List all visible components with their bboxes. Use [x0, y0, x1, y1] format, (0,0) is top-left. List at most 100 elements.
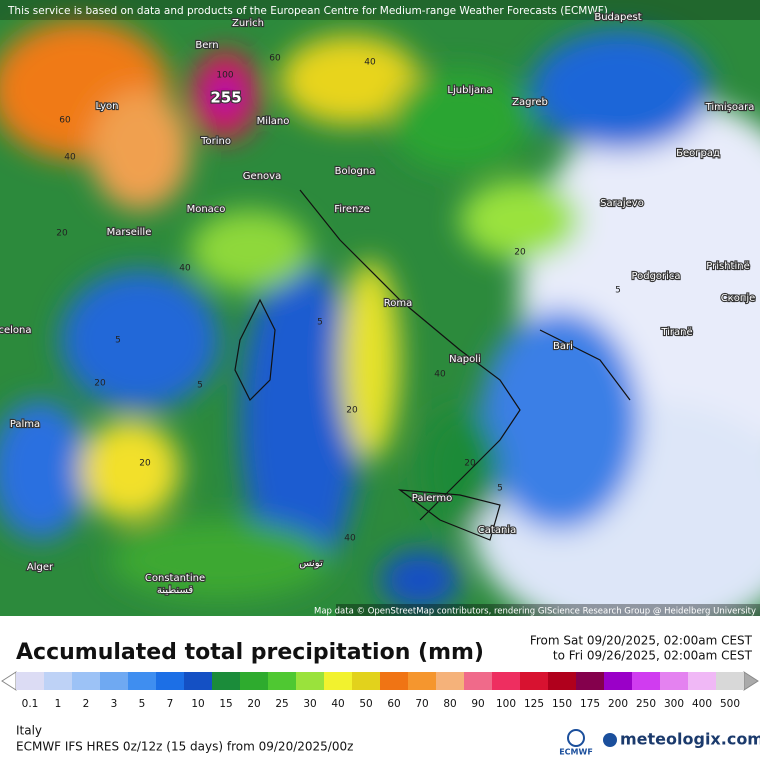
colorbar-swatch [352, 672, 380, 690]
city-label: تونس [299, 558, 323, 569]
city-label: Bari [553, 341, 573, 352]
title: Accumulated total precipitation (mm) [16, 640, 484, 665]
colorbar-label: 50 [359, 698, 372, 710]
contour-label: 60 [269, 54, 281, 64]
city-label: Ljubljana [447, 85, 492, 96]
colorbar-label: 15 [219, 698, 232, 710]
city-label: Torino [200, 136, 231, 147]
city-label: Marseille [107, 227, 152, 238]
city-label: Zurich [232, 18, 264, 29]
contour-label: 60 [59, 116, 71, 126]
city-label: Tiranë [660, 327, 692, 338]
colorbar-swatch [324, 672, 352, 690]
colorbar-label: 2 [83, 698, 90, 710]
colorbar-label: 500 [720, 698, 740, 710]
contour-label: 20 [56, 229, 68, 239]
colorbar-label: 60 [387, 698, 400, 710]
city-label: Palermo [412, 493, 452, 504]
city-label: celona [0, 325, 32, 336]
colorbar-label: 200 [608, 698, 628, 710]
contour-label: 40 [64, 153, 76, 163]
colorbar-label: 80 [443, 698, 456, 710]
colorbar-end [743, 671, 759, 691]
colorbar-label: 1 [55, 698, 62, 710]
site-logo[interactable]: meteologix.com [620, 730, 760, 749]
contour-label: 20 [346, 406, 358, 416]
contour-label: 5 [615, 286, 621, 296]
period-to: to Fri 09/26/2025, 02:00am CEST [553, 649, 753, 663]
contour-label: 20 [94, 379, 106, 389]
city-label: Bologna [335, 166, 376, 177]
colorbar-swatch [128, 672, 156, 690]
banner: This service is based on data and produc… [7, 5, 608, 17]
contour-label: 5 [197, 381, 203, 391]
city-label: Genova [243, 171, 281, 182]
city-label: قسنطينة [157, 585, 194, 596]
colorbar-label: 30 [303, 698, 316, 710]
colorbar-swatch [436, 672, 464, 690]
city-label: Timișoara [705, 102, 755, 113]
colorbar-label: 100 [496, 698, 516, 710]
city-label: Скопје [721, 292, 756, 304]
colorbar-swatch [604, 672, 632, 690]
contour-label: 40 [364, 58, 376, 68]
colorbar-swatch [296, 672, 324, 690]
city-label: Constantine [145, 573, 205, 584]
colorbar-label: 0.1 [22, 698, 39, 710]
contour-label: 40 [344, 534, 356, 544]
attribution: Map data © OpenStreetMap contributors, r… [314, 607, 756, 617]
colorbar-label: 25 [275, 698, 288, 710]
period-from: From Sat 09/20/2025, 02:00am CEST [530, 634, 753, 648]
colorbar-start [1, 671, 17, 691]
contour-label: 100 [216, 71, 233, 81]
city-label: Alger [27, 562, 54, 573]
colorbar-swatch [716, 672, 744, 690]
colorbar-label: 10 [191, 698, 204, 710]
city-label: Podgorica [631, 271, 680, 282]
map: This service is based on data and produc… [0, 0, 760, 617]
contour-label: 5 [115, 336, 121, 346]
city-label: Bern [195, 40, 218, 51]
site-icon[interactable] [603, 733, 617, 747]
colorbar-label: 150 [552, 698, 572, 710]
contour-label: 255 [210, 89, 241, 107]
contour-label: 20 [464, 459, 476, 469]
colorbar-label: 70 [415, 698, 428, 710]
city-label: Firenze [334, 204, 370, 215]
colorbar-swatch [464, 672, 492, 690]
colorbar-swatch [408, 672, 436, 690]
city-label: Budapest [594, 12, 641, 23]
contour-label: 5 [317, 318, 323, 328]
city-label: Palma [10, 419, 40, 430]
colorbar-swatch [100, 672, 128, 690]
colorbar-swatch [44, 672, 72, 690]
city-label: Monaco [187, 204, 226, 215]
colorbar-swatch [492, 672, 520, 690]
contour-label: 20 [514, 248, 526, 258]
city-label: Београд [676, 148, 720, 159]
colorbar-swatch [72, 672, 100, 690]
contour-label: 40 [179, 264, 191, 274]
contour-label: 20 [139, 459, 151, 469]
city-label: Lyon [95, 101, 118, 112]
colorbar-swatch [548, 672, 576, 690]
colorbar-label: 3 [111, 698, 118, 710]
colorbar-label: 400 [692, 698, 712, 710]
colorbar-swatch [688, 672, 716, 690]
city-label: Catania [478, 525, 516, 536]
ecmwf-icon [567, 729, 585, 747]
colorbar-label: 7 [167, 698, 174, 710]
city-label: Milano [257, 116, 290, 127]
ecmwf-logo: ECMWF [559, 748, 593, 757]
colorbar-label: 250 [636, 698, 656, 710]
colorbar-label: 125 [524, 698, 544, 710]
colorbar-label: 40 [331, 698, 344, 710]
colorbar-label: 5 [139, 698, 146, 710]
colorbar-swatch [16, 672, 44, 690]
colorbar-swatch [184, 672, 212, 690]
city-label: Napoli [449, 354, 481, 365]
contour-label: 5 [497, 484, 503, 494]
colorbar-swatch [212, 672, 240, 690]
colorbar-label: 300 [664, 698, 684, 710]
